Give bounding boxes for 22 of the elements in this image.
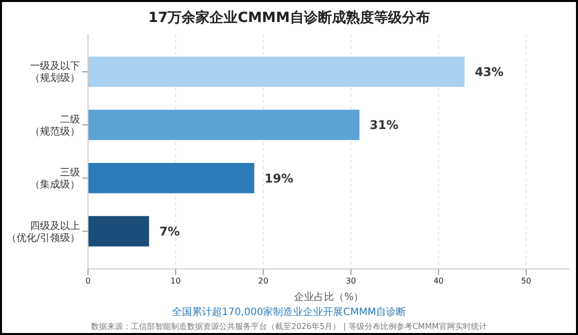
x-tick-label: 10 xyxy=(170,276,181,286)
y-tick-label: 三级（集成级） xyxy=(30,166,80,191)
data-label: 19% xyxy=(264,171,294,186)
x-tick-label: 40 xyxy=(433,276,444,286)
bar xyxy=(88,109,360,141)
bar xyxy=(88,216,150,247)
x-tick-label: 0 xyxy=(85,276,91,286)
x-axis-title: 企业占比（%） xyxy=(294,291,364,303)
bar xyxy=(88,162,255,194)
source-note: 数据来源：工信部智能制造数据资源公共服务平台（截至2026年5月） | 等级分布比例参考CMMM官网实时统计 xyxy=(91,322,487,331)
y-tick-label: 二级（规范级） xyxy=(30,113,80,138)
x-tick-label: 30 xyxy=(346,276,356,286)
x-tick-label: 20 xyxy=(258,276,268,286)
y-tick-label: 四级及以上（优化/引领级） xyxy=(6,220,80,244)
chart-title: 17万余家企业CMMM自诊断成熟度等级分布 xyxy=(148,9,430,26)
text: 全国累计超170,000家制造业企业开展CMMM自诊断 xyxy=(172,306,406,318)
bar xyxy=(88,56,466,88)
data-label: 43% xyxy=(474,64,504,79)
data-label: 31% xyxy=(370,118,398,132)
data-label: 7% xyxy=(159,224,180,238)
x-tick-label: 50 xyxy=(521,276,532,286)
y-tick-label: 一级及以下（规划级） xyxy=(30,60,80,84)
